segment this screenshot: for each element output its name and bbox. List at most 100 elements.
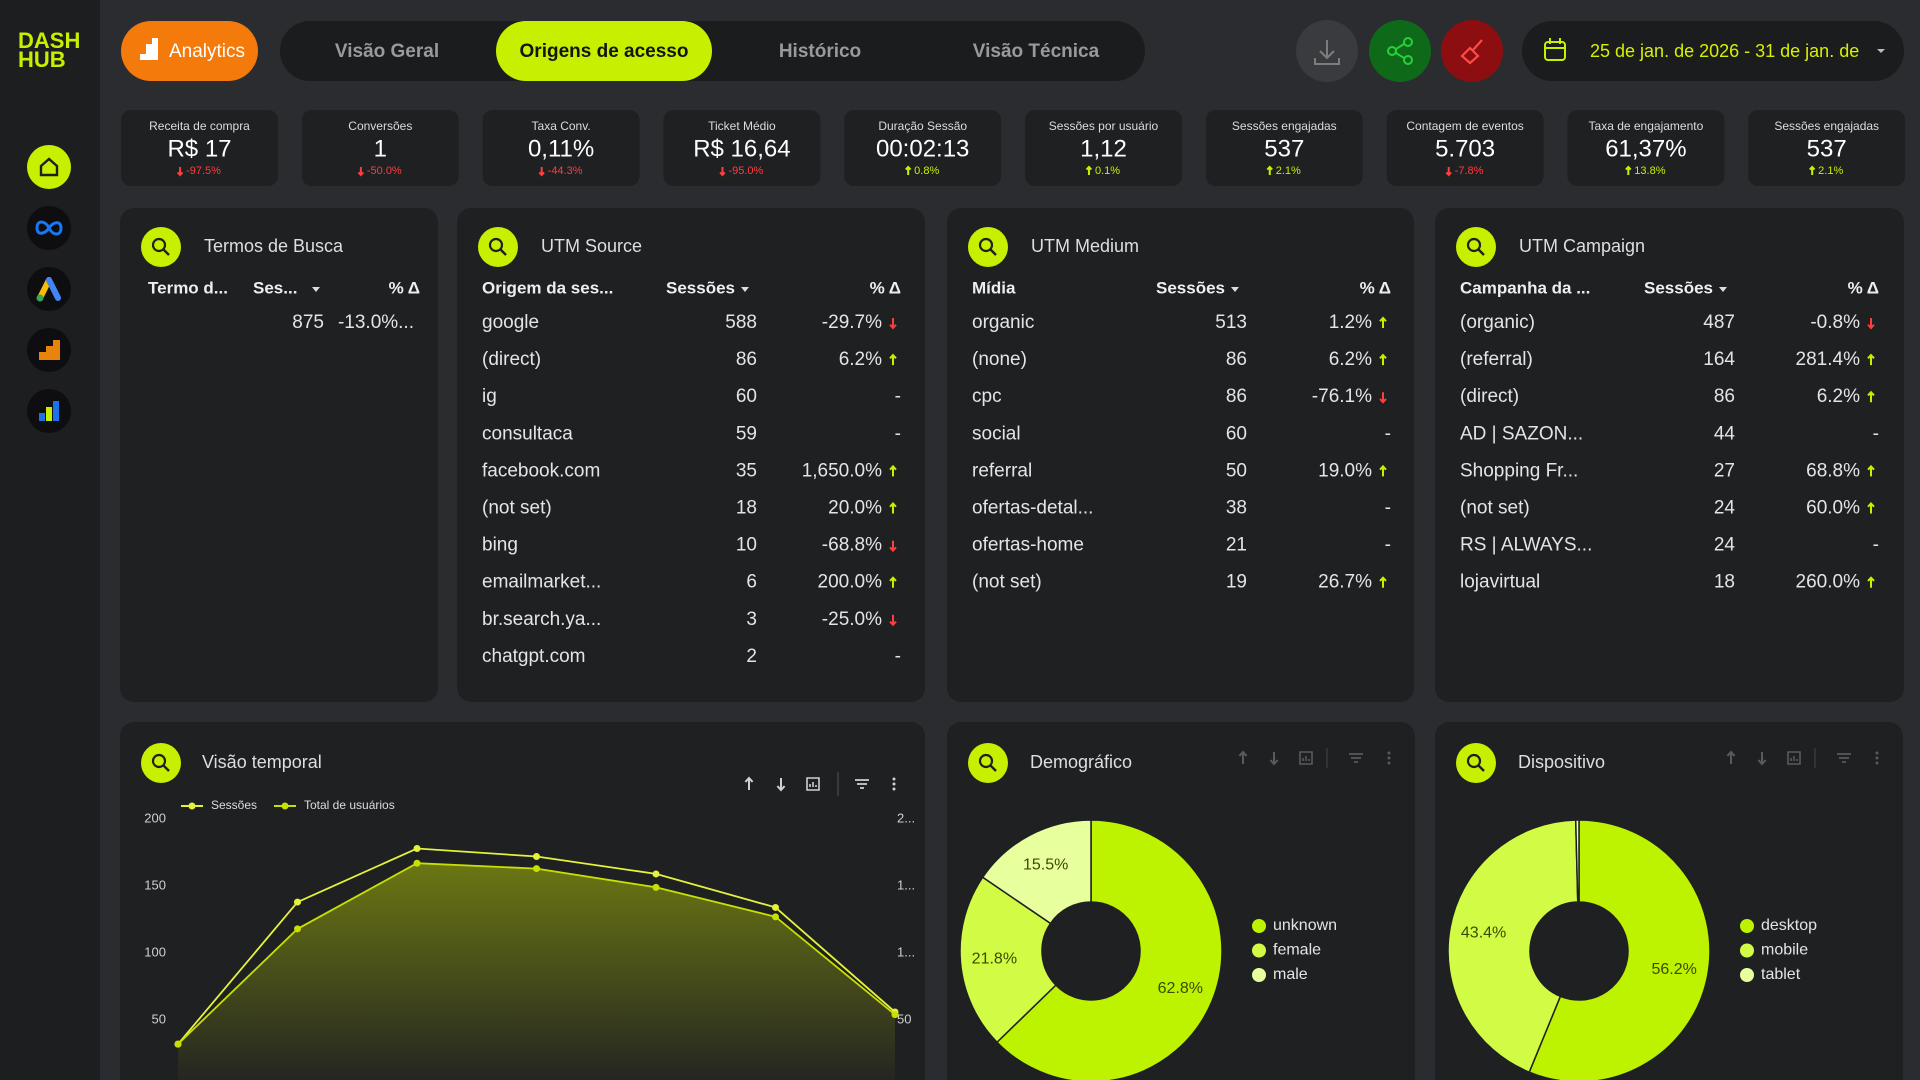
card-icon — [151, 237, 167, 253]
legend-item[interactable]: male — [1252, 966, 1308, 983]
legend-dot — [1740, 943, 1754, 958]
tab[interactable]: Histórico — [779, 41, 861, 62]
delta-arrow — [889, 576, 897, 588]
legend-item[interactable]: mobile — [1740, 942, 1808, 959]
nav-icon-bg — [27, 267, 71, 311]
tab-label: Visão Técnica — [973, 41, 1100, 62]
pie-slice[interactable] — [959, 876, 1057, 1044]
pie-slice[interactable] — [1574, 819, 1580, 903]
legend-item[interactable]: tablet — [1740, 966, 1801, 983]
share-button[interactable] — [1369, 20, 1431, 82]
kpi-card-bg — [121, 110, 278, 186]
download-button[interactable] — [1296, 20, 1358, 82]
table-row: referral 50 19.0% — [972, 460, 1387, 481]
kpi-value: R$ 16,64 — [693, 135, 790, 162]
legend-item[interactable]: desktop — [1740, 917, 1817, 934]
date-picker[interactable]: 25 de jan. de 2026 - 31 de jan. de — [1522, 21, 1904, 81]
kpi-card-bg — [301, 110, 459, 186]
tab[interactable]: Visão Técnica — [973, 41, 1100, 62]
analytics-button[interactable]: Analytics — [121, 21, 258, 81]
series-point — [772, 903, 779, 911]
legend-dot — [281, 802, 289, 810]
row-sessions: 19 — [1226, 572, 1247, 593]
kpi-label: Sessões por usuário — [1049, 119, 1159, 133]
kpi-card: Conversões 1 -50.0% — [301, 110, 459, 186]
row-sessions: 18 — [736, 498, 757, 519]
column-header: Ses... — [253, 278, 297, 297]
row-sessions: 35 — [736, 460, 757, 481]
card-icon-bg — [968, 743, 1008, 783]
sidebar-nav-item[interactable] — [27, 389, 71, 433]
analytics-button-label: Analytics — [169, 41, 245, 62]
row-delta: 281.4% — [1796, 349, 1861, 370]
row-delta: -68.8% — [822, 535, 882, 556]
row-sessions: 588 — [725, 312, 757, 333]
table-title: UTM Campaign — [1519, 236, 1645, 256]
row-delta: -76.1% — [1312, 386, 1372, 407]
series-point — [652, 883, 660, 891]
legend-label: Sessões — [211, 798, 257, 812]
sort-header[interactable]: Ses... — [253, 278, 320, 297]
sort-header[interactable]: Sessões — [1156, 278, 1239, 297]
kpi-card-bg — [1025, 110, 1182, 186]
legend-dot — [1252, 943, 1266, 958]
row-sessions: 10 — [736, 535, 757, 556]
kpi-value: 537 — [1264, 135, 1304, 162]
row-delta: 6.2% — [1817, 386, 1860, 407]
row-sessions: 164 — [1703, 349, 1735, 370]
kpi-delta: 2.1% — [1276, 165, 1301, 177]
calendar-icon — [1545, 38, 1565, 49]
row-sessions: 86 — [1226, 349, 1247, 370]
sort-header[interactable]: Sessões — [666, 278, 749, 297]
tool-icon — [1875, 761, 1879, 765]
tab[interactable]: Visão Geral — [335, 41, 439, 62]
row-label: lojavirtual — [1460, 572, 1540, 593]
tool-icon — [1387, 761, 1391, 765]
row-sessions: 2 — [746, 646, 757, 667]
legend-label: desktop — [1761, 917, 1817, 934]
pie-slice[interactable] — [1447, 819, 1579, 1074]
sort-header[interactable]: Sessões — [1644, 278, 1727, 297]
legend-item[interactable]: unknown — [1252, 917, 1337, 934]
table-title: Termos de Busca — [204, 236, 344, 256]
table-row: Shopping Fr... 27 68.8% — [1460, 460, 1875, 481]
pie-slice[interactable] — [1528, 819, 1711, 1080]
tab-label: Histórico — [779, 41, 861, 62]
tool-icon — [1875, 751, 1879, 755]
kpi-delta: -44.3% — [548, 165, 583, 177]
row-label: AD | SAZON... — [1460, 423, 1583, 444]
row-delta: 60.0% — [1806, 498, 1860, 519]
ads-icon — [36, 294, 44, 302]
legend-item[interactable]: female — [1252, 942, 1321, 959]
nav-icon-bg — [27, 145, 71, 189]
table-row: (direct) 86 6.2% — [1460, 386, 1875, 407]
row-delta: 1,650.0% — [802, 460, 882, 481]
kpi-card: Receita de compra R$ 17 -97.5% — [121, 110, 278, 186]
row-sessions: 24 — [1714, 535, 1736, 556]
column-header: Sessões — [1156, 278, 1225, 297]
sidebar-nav-item[interactable] — [27, 145, 71, 189]
card-icon-bg — [478, 227, 518, 267]
delta-arrow — [889, 540, 897, 553]
row-label: cpc — [972, 386, 1002, 407]
clear-button[interactable] — [1441, 20, 1503, 82]
sidebar-nav-item[interactable] — [27, 267, 71, 311]
row-label: (not set) — [1460, 498, 1530, 519]
row-label: consultaca — [482, 423, 573, 444]
series-point — [891, 1011, 899, 1019]
legend-dot — [1740, 919, 1754, 933]
delta-arrow — [1757, 752, 1767, 766]
kpi-label: Taxa de engajamento — [1589, 119, 1704, 133]
chart-card: Dispositivo 56.2% desktop 43.4% mobile tablet — [1435, 722, 1903, 1080]
pie-slice[interactable] — [981, 819, 1092, 925]
row-sessions: 513 — [1215, 312, 1247, 333]
tab[interactable]: Origens de acesso — [496, 21, 712, 81]
row-delta: 20.0% — [828, 498, 882, 519]
kpi-delta: -95.0% — [728, 165, 763, 177]
sidebar-nav-item[interactable] — [27, 206, 71, 250]
date-range: 25 de jan. de 2026 - 31 de jan. de — [1590, 41, 1859, 61]
sidebar-nav-item[interactable] — [27, 328, 71, 372]
y-tick-label: 200 — [144, 810, 166, 825]
row-label: RS | ALWAYS... — [1460, 535, 1592, 556]
